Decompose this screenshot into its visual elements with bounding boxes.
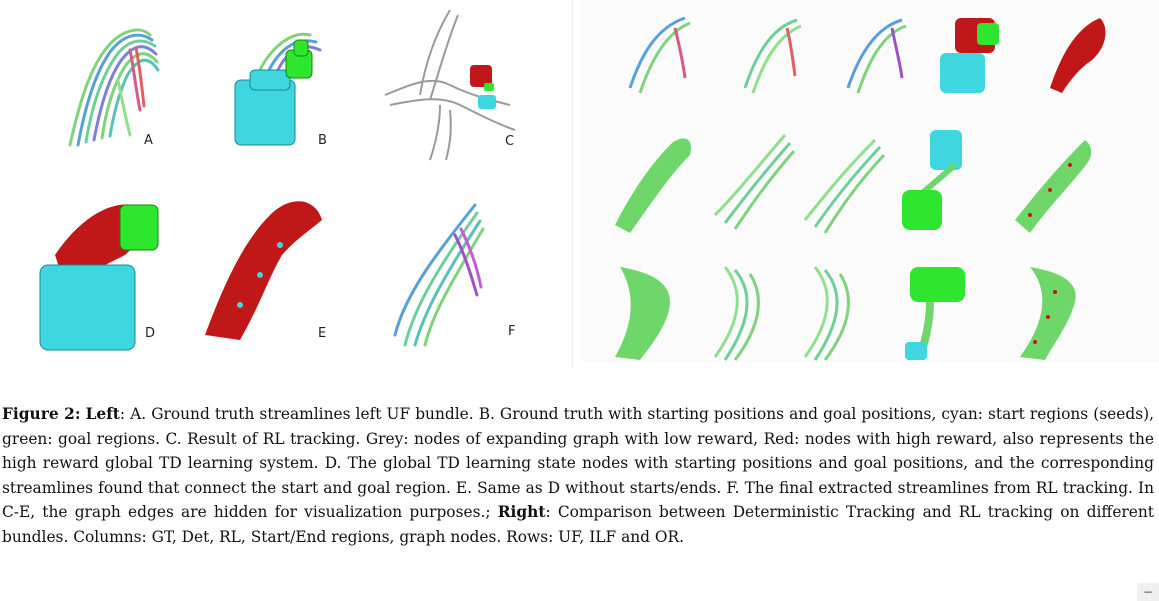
caption-right-heading: Right	[497, 503, 546, 521]
panel-c-rl-tracking-graph: C	[380, 5, 520, 161]
panel-a-ground-truth-streamlines: A	[60, 10, 170, 150]
caption-left-heading: Left	[85, 405, 120, 423]
right-uf-det	[735, 8, 810, 98]
panel-c-graph-image	[384, 9, 516, 161]
right-or-gt	[610, 262, 700, 362]
right-ilf-gt	[610, 125, 700, 235]
panel-d-nodes-image	[39, 204, 159, 351]
figure-left-panel: A B	[0, 0, 573, 370]
figure-caption: Figure 2: Left: A. Ground truth streamli…	[2, 402, 1154, 549]
panel-e-td-nodes-only: E	[200, 185, 340, 355]
right-ilf-rl	[800, 125, 890, 235]
right-or-start-end	[900, 262, 990, 362]
panel-label-e: E	[318, 326, 327, 341]
figure-right-panel	[580, 0, 1159, 362]
right-uf-rl	[840, 8, 915, 98]
right-uf-gt	[625, 8, 700, 98]
panel-a-streamlines-image	[68, 28, 160, 147]
panel-f-extracted-streamlines: F	[385, 195, 525, 355]
panel-b-regions-image	[234, 32, 322, 146]
caption-figure-number: Figure 2:	[2, 405, 81, 423]
scroll-button[interactable]: −	[1137, 583, 1159, 601]
panel-label-b: B	[318, 133, 327, 148]
caption-left-text: : A. Ground truth streamlines left UF bu…	[2, 405, 1154, 521]
panel-label-f: F	[508, 324, 516, 339]
right-or-rl	[795, 262, 885, 362]
panel-d-td-learning-nodes: D	[35, 185, 175, 355]
right-uf-start-end	[935, 8, 1010, 98]
panel-f-streamlines-image	[393, 203, 485, 347]
right-uf-graph-nodes	[1040, 8, 1115, 98]
caption-right-text: : Comparison between Deterministic Track…	[2, 503, 1154, 546]
panel-label-a: A	[144, 133, 153, 148]
right-or-det	[705, 262, 795, 362]
panel-label-c: C	[505, 134, 515, 149]
right-ilf-graph-nodes	[1010, 125, 1100, 235]
panel-b-start-goal-regions: B	[230, 10, 340, 150]
panel-e-nodes-image	[205, 201, 322, 340]
panel-label-d: D	[145, 326, 156, 341]
right-ilf-start-end	[900, 125, 990, 235]
right-or-graph-nodes	[1010, 262, 1100, 362]
right-ilf-det	[710, 125, 800, 235]
